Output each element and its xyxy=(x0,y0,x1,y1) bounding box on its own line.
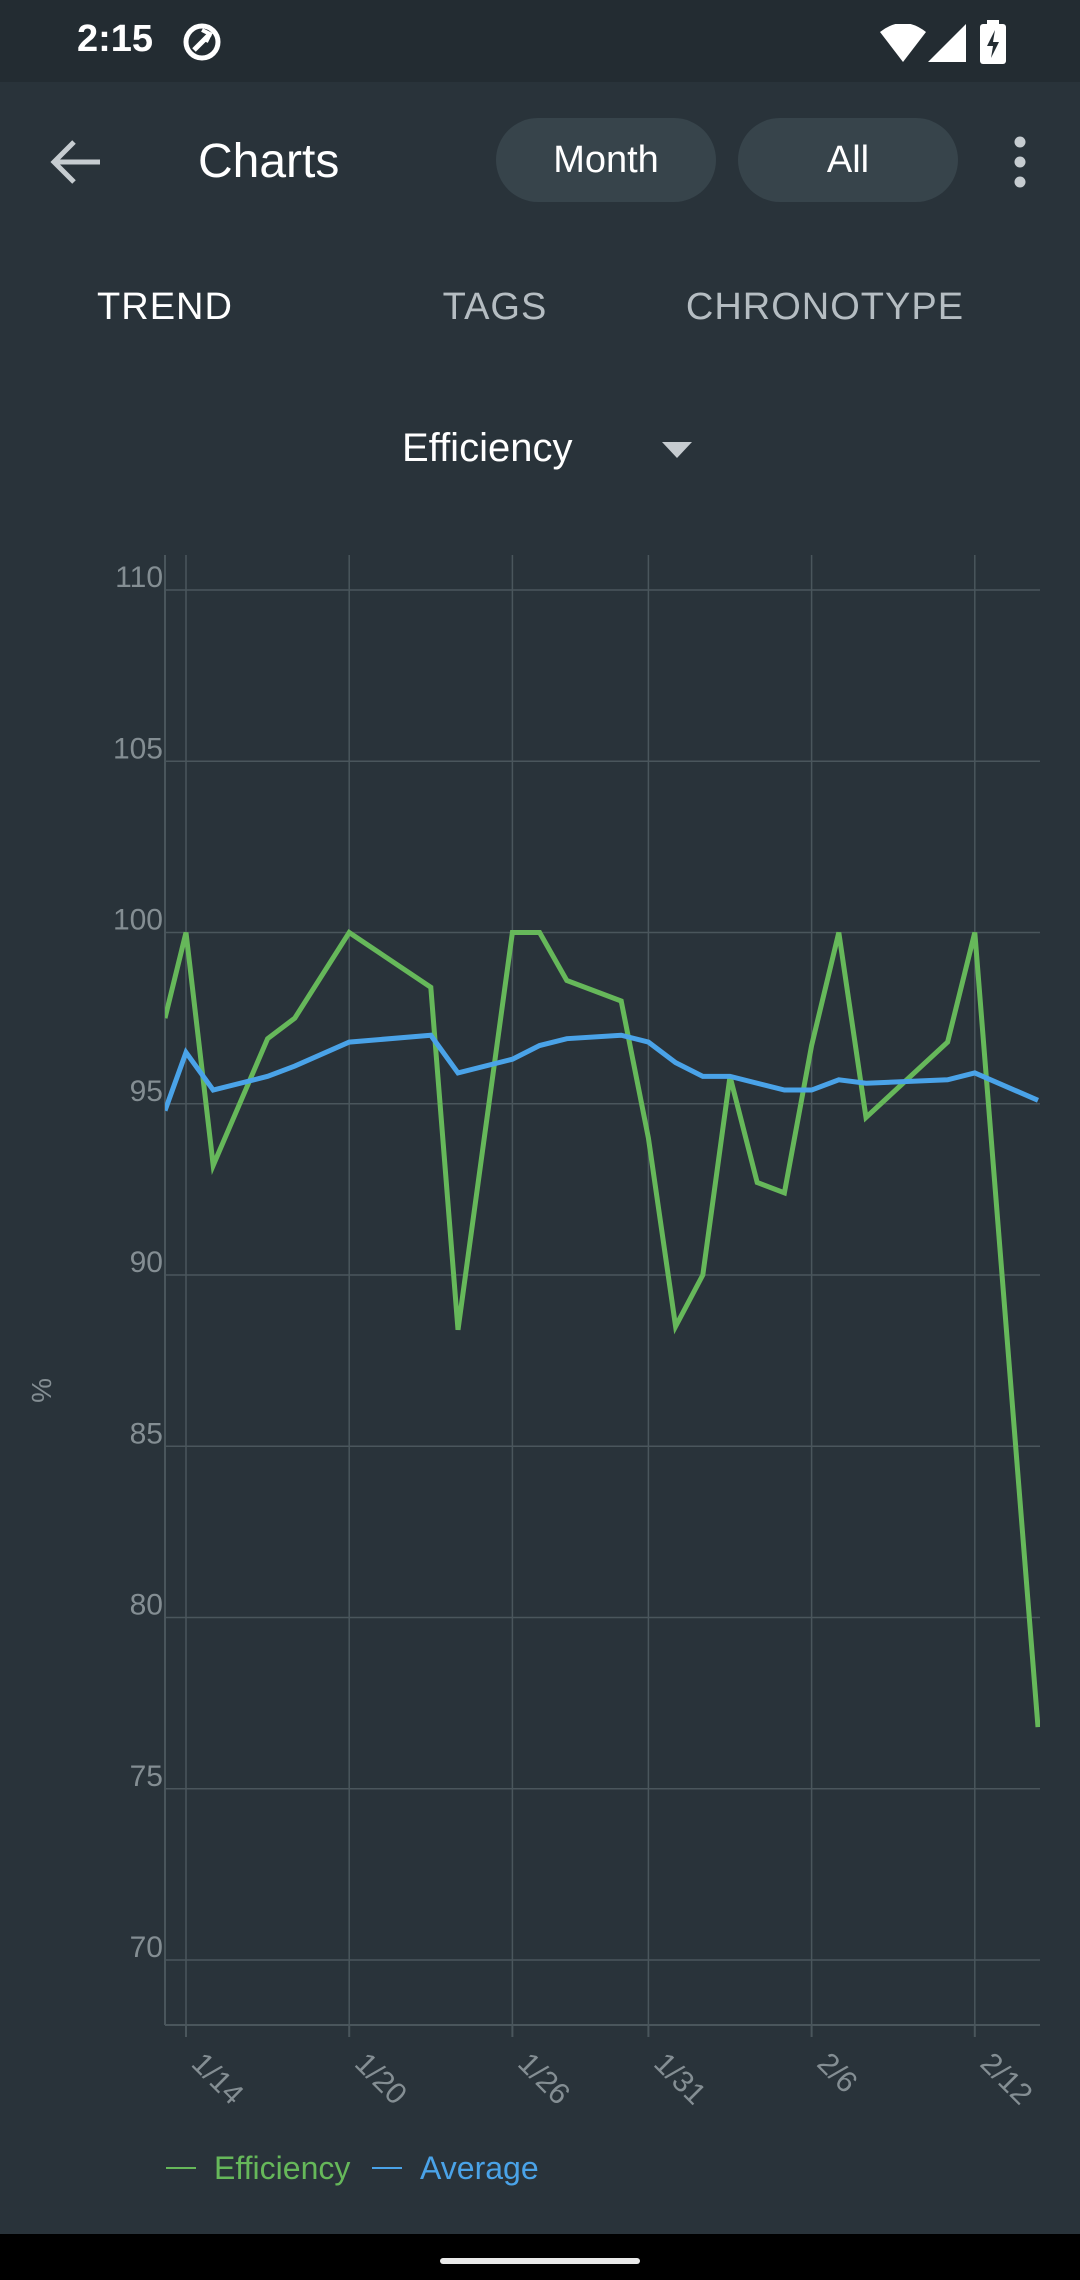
all-filter-button[interactable]: All xyxy=(738,118,958,202)
sync-icon xyxy=(183,23,221,61)
dropdown-caret-icon xyxy=(662,442,692,458)
series-line-average xyxy=(165,1032,1039,1112)
more-vert-icon[interactable] xyxy=(1000,132,1040,192)
x-tick-label: 1/20 xyxy=(348,2047,413,2112)
y-tick-label: 70 xyxy=(130,1931,163,1964)
y-tick-label: 75 xyxy=(130,1760,163,1793)
legend-label: Efficiency xyxy=(214,2150,350,2186)
x-tick-label: 1/26 xyxy=(511,2047,576,2112)
y-tick-label: 95 xyxy=(130,1075,163,1108)
efficiency-trend-chart: 110 105 100 95 90 85 80 75 70 1/14 1/20 1/26 1/31 2/6… xyxy=(26,555,1040,2186)
cell-signal-icon xyxy=(928,24,966,62)
battery-charging-icon xyxy=(980,20,1006,64)
y-tick-label: 110 xyxy=(115,561,163,594)
metric-selector[interactable]: Efficiency xyxy=(360,408,720,488)
app-bar: Charts Month All xyxy=(0,82,1080,242)
y-tick-label: 85 xyxy=(130,1417,163,1450)
home-gesture-handle[interactable] xyxy=(440,2258,640,2264)
metric-selector-label: Efficiency xyxy=(402,426,573,470)
tab-bar: TREND TAGS CHRONOTYPE xyxy=(0,262,1080,348)
y-axis-label: % xyxy=(26,1378,57,1403)
wifi-icon xyxy=(880,24,926,62)
y-tick-label: 105 xyxy=(113,732,163,765)
x-tick-label: 1/31 xyxy=(647,2047,712,2112)
tab-tags[interactable]: TAGS xyxy=(442,286,548,328)
x-tick-label: 2/12 xyxy=(974,2047,1039,2112)
x-tick-label: 1/14 xyxy=(185,2047,250,2112)
y-tick-label: 90 xyxy=(130,1246,163,1279)
status-bar: 2:15 xyxy=(0,0,1080,82)
page-title: Charts xyxy=(198,135,340,188)
legend-label: Average xyxy=(420,2150,539,2186)
series-line-efficiency xyxy=(165,928,1040,1728)
y-tick-label: 100 xyxy=(113,904,163,937)
tab-trend[interactable]: TREND xyxy=(97,286,233,328)
navigation-bar xyxy=(0,2234,1080,2280)
status-time: 2:15 xyxy=(77,18,154,60)
tab-chronotype[interactable]: CHRONOTYPE xyxy=(685,286,965,328)
x-tick-label: 2/6 xyxy=(811,2047,864,2100)
y-tick-label: 80 xyxy=(130,1589,163,1622)
arrow-left-icon[interactable] xyxy=(40,126,112,198)
month-filter-button[interactable]: Month xyxy=(496,118,716,202)
